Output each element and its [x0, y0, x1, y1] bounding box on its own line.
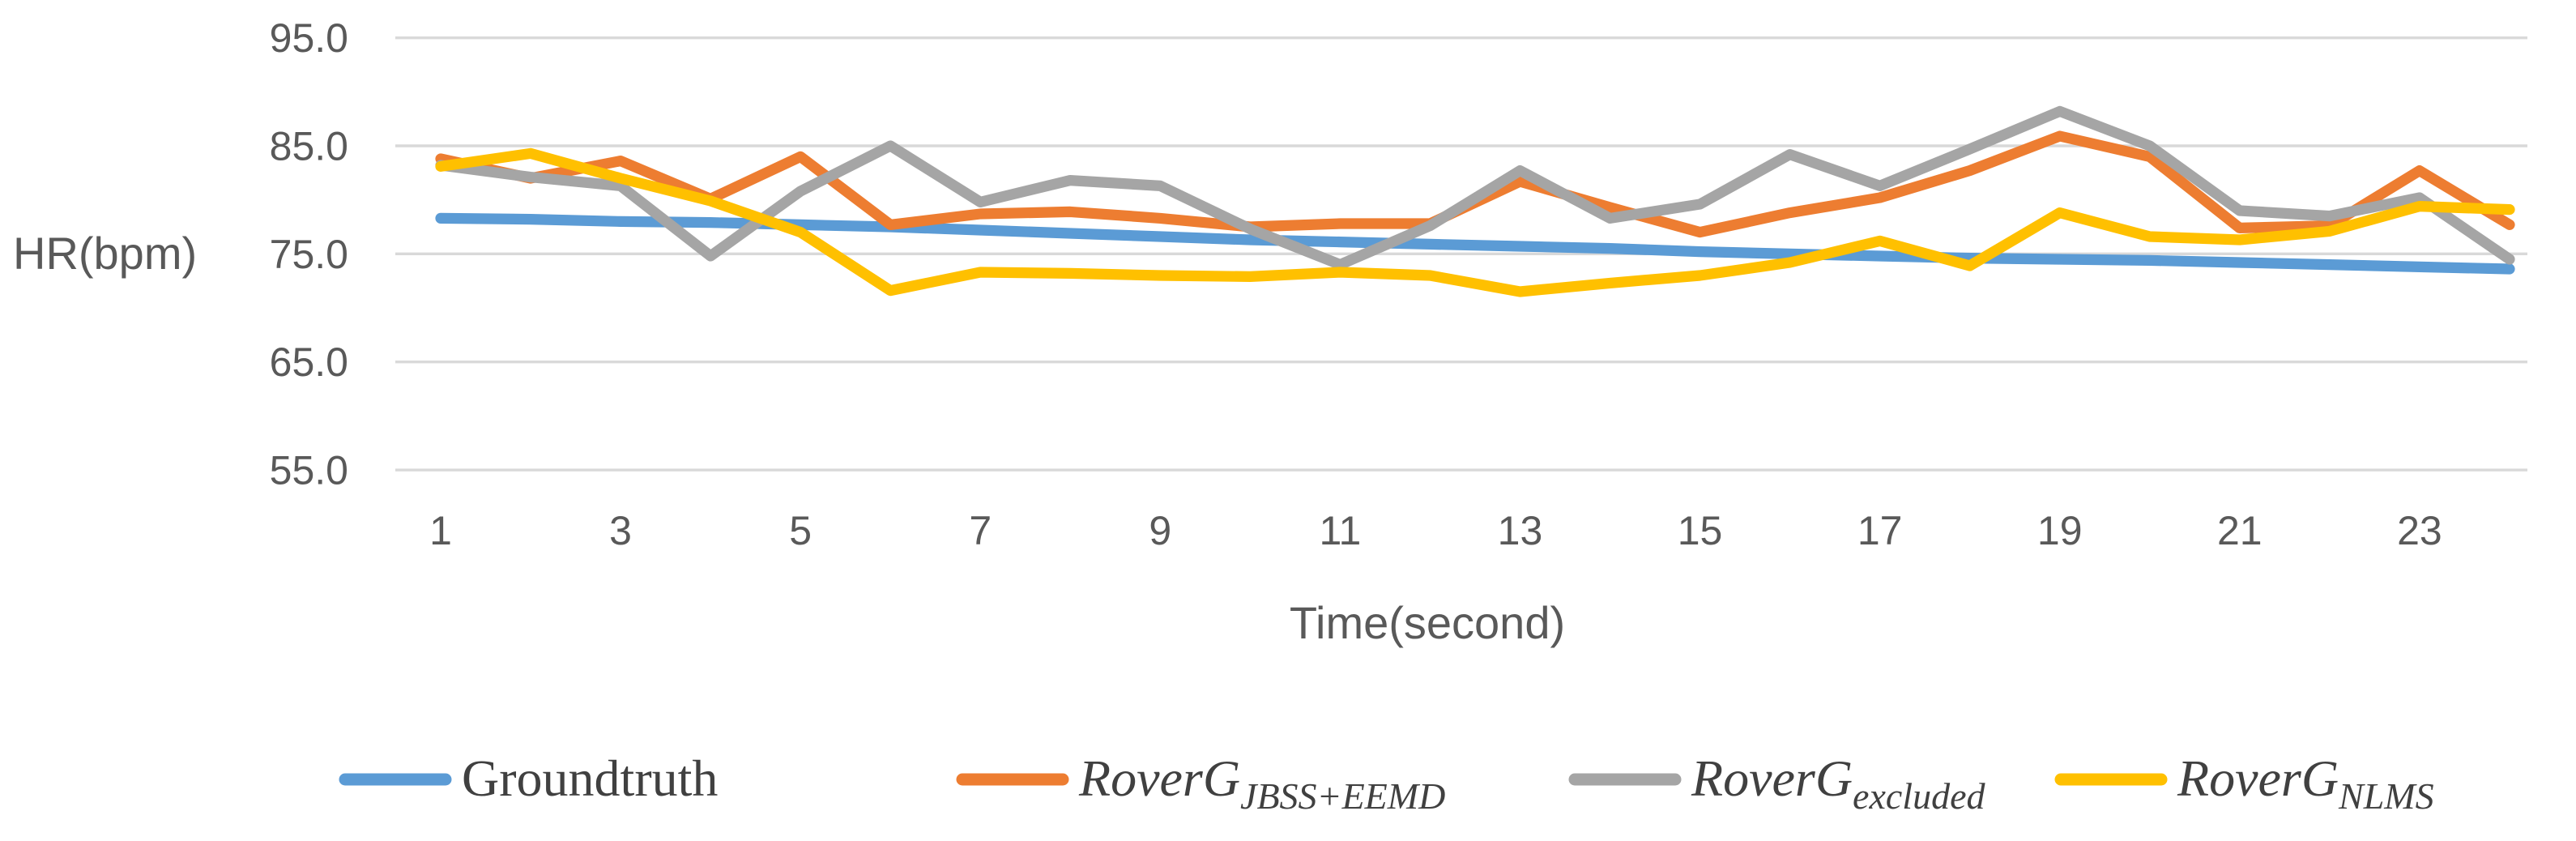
x-tick-label: 9	[1149, 508, 1171, 553]
legend: Groundtruth RoverGJBSS+EEMD RoverGexclud…	[339, 749, 2434, 817]
x-tick-label: 5	[789, 508, 812, 553]
x-tick-label: 1	[429, 508, 452, 553]
x-tick-label: 17	[1857, 508, 1903, 553]
y-tick-label: 65.0	[270, 339, 348, 385]
legend-label-roverg-nlms: RoverGNLMS	[2177, 749, 2434, 817]
series-line-roverg-excluded	[435, 105, 2515, 271]
x-axis-tick-labels: 1 3 5 7 9 11 13 15 17 19 21 23	[429, 508, 2442, 553]
x-tick-label: 13	[1498, 508, 1543, 553]
x-tick-label: 11	[1319, 508, 1361, 553]
x-tick-label: 15	[1678, 508, 1723, 553]
x-tick-label: 19	[2037, 508, 2083, 553]
x-tick-label: 7	[969, 508, 992, 553]
y-tick-label: 95.0	[270, 15, 348, 61]
series-lines	[435, 105, 2515, 297]
legend-item-roverg-excluded: RoverGexcluded	[1568, 749, 1985, 817]
gridlines	[395, 36, 2527, 472]
y-axis-title: HR(bpm)	[13, 228, 197, 279]
legend-label-groundtruth: Groundtruth	[462, 749, 718, 807]
legend-label-roverg-jbss-eemd: RoverGJBSS+EEMD	[1078, 749, 1445, 817]
y-tick-label: 75.0	[270, 232, 348, 277]
legend-item-roverg-jbss-eemd: RoverGJBSS+EEMD	[956, 749, 1445, 817]
legend-item-roverg-nlms: RoverGNLMS	[2054, 749, 2434, 817]
legend-item-groundtruth: Groundtruth	[339, 749, 718, 807]
y-tick-label: 85.0	[270, 124, 348, 169]
series-line-roverg-nlms	[435, 147, 2515, 297]
x-tick-label: 21	[2217, 508, 2263, 553]
y-axis-tick-labels: 95.0 85.0 75.0 65.0 55.0	[270, 15, 348, 493]
x-tick-label: 3	[609, 508, 632, 553]
legend-label-roverg-excluded: RoverGexcluded	[1691, 749, 1985, 817]
x-axis-title: Time(second)	[1290, 597, 1565, 648]
x-tick-label: 23	[2397, 508, 2442, 553]
y-tick-label: 55.0	[270, 448, 348, 493]
